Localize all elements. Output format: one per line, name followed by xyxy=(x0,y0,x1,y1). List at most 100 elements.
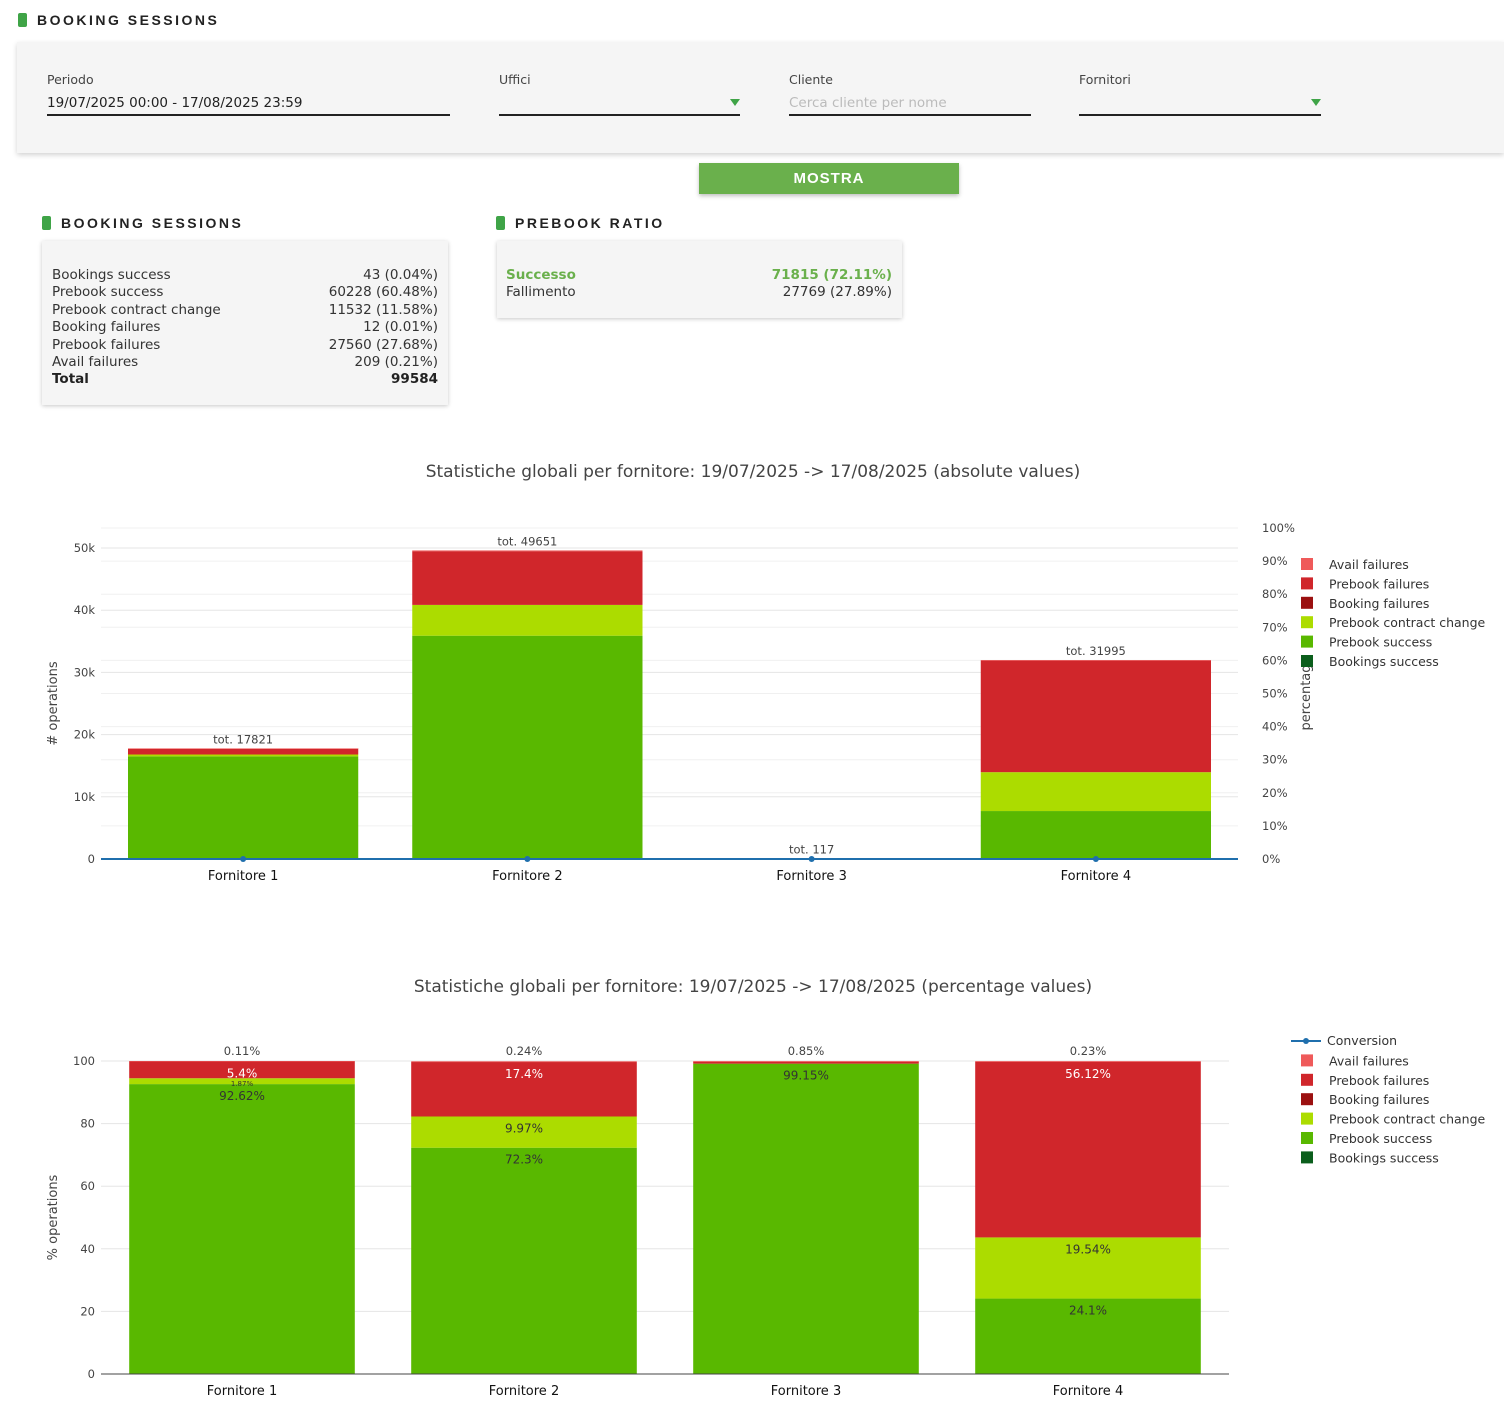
stat-row: Prebook failures 27560 (27.68%) xyxy=(52,336,438,353)
y-tick-label: 60 xyxy=(80,1179,95,1193)
bar-segment xyxy=(980,660,1211,773)
absolute-values-chart: Statistiche globali per fornitore: 19/07… xyxy=(46,462,1486,884)
legend-label: Prebook success xyxy=(1329,1131,1432,1146)
bar-segment xyxy=(129,1084,355,1374)
top-label: 0.23% xyxy=(1070,1044,1107,1058)
bar-segment xyxy=(412,551,643,605)
legend-swatch xyxy=(1301,635,1313,648)
top-label: 0.24% xyxy=(506,1044,543,1058)
data-label: 92.62% xyxy=(219,1089,265,1103)
bar-segment xyxy=(129,1061,355,1062)
legend-label: Booking failures xyxy=(1329,596,1429,611)
total-label: tot. 31995 xyxy=(1066,644,1126,658)
y2-tick-label: 70% xyxy=(1262,620,1288,634)
chevron-down-icon[interactable] xyxy=(1311,99,1321,106)
periodo-label: Periodo xyxy=(47,72,94,87)
y2-tick-label: 100% xyxy=(1262,521,1295,535)
data-label: 72.3% xyxy=(505,1153,543,1167)
uffici-value[interactable] xyxy=(499,92,740,116)
legend-swatch xyxy=(1301,1132,1313,1144)
cliente-search-input[interactable] xyxy=(789,95,1031,111)
bar-segment xyxy=(411,1147,637,1374)
legend-label: Prebook contract change xyxy=(1329,615,1486,630)
bar-segment xyxy=(128,748,359,755)
y-tick-label: 20k xyxy=(74,728,96,742)
bar-segment xyxy=(412,635,643,859)
fornitori-value[interactable] xyxy=(1079,92,1321,116)
stat-row: Prebook success 60228 (60.48%) xyxy=(52,284,438,301)
legend-swatch xyxy=(1301,558,1313,570)
y-tick-label: 20 xyxy=(80,1304,95,1318)
bar-segment xyxy=(128,754,359,757)
bar-segment xyxy=(411,1062,637,1117)
prebook-ratio-title: PREBOOK RATIO xyxy=(496,215,665,231)
periodo-input[interactable]: 19/07/2025 00:00 - 17/08/2025 23:59 xyxy=(47,92,450,116)
mostra-button[interactable]: MOSTRA xyxy=(699,163,959,194)
y2-tick-label: 30% xyxy=(1262,753,1288,767)
booking-sessions-card: Bookings success 43 (0.04%) Prebook succe… xyxy=(42,241,448,405)
bar-segment xyxy=(128,748,359,750)
uffici-label: Uffici xyxy=(499,72,531,87)
bar-segment xyxy=(693,1063,919,1374)
stat-row: Avail failures 209 (0.21%) xyxy=(52,353,438,370)
legend-swatch xyxy=(1301,1054,1313,1067)
legend-label: Conversion xyxy=(1327,1033,1397,1048)
top-label: 0.85% xyxy=(788,1044,825,1058)
bar-segment xyxy=(980,660,1211,661)
y-tick-label: 0 xyxy=(88,852,95,866)
x-tick-label: Fornitore 4 xyxy=(1053,1384,1123,1399)
chevron-down-icon[interactable] xyxy=(730,99,740,106)
bar-segment xyxy=(128,756,359,859)
page-title: BOOKING SESSIONS xyxy=(18,12,219,28)
bar-segment xyxy=(693,1061,919,1064)
x-tick-label: Fornitore 1 xyxy=(207,1384,277,1399)
section-marker xyxy=(496,216,505,230)
bar-segment xyxy=(975,1237,1201,1299)
bar-segment xyxy=(980,772,1211,812)
y-tick-label: 30k xyxy=(74,665,96,679)
x-tick-label: Fornitore 3 xyxy=(776,869,846,884)
bar-segment xyxy=(129,1078,355,1085)
bar-segment xyxy=(975,1061,1201,1238)
legend-swatch xyxy=(1301,616,1313,629)
legend-swatch xyxy=(1301,596,1313,609)
legend-label: Prebook contract change xyxy=(1329,1112,1486,1127)
success-row: Successo 71815 (72.11%) xyxy=(506,267,892,283)
bar-segment xyxy=(411,1116,637,1148)
failure-row: Fallimento 27769 (27.89%) xyxy=(506,284,892,301)
y2-tick-label: 90% xyxy=(1262,554,1288,568)
x-tick-label: Fornitore 2 xyxy=(489,1384,559,1399)
legend-label: Booking failures xyxy=(1329,1092,1429,1107)
bar-segment xyxy=(693,1061,919,1062)
data-label: 1.87% xyxy=(231,1080,254,1088)
legend-label: Prebook failures xyxy=(1329,1073,1429,1088)
section-marker xyxy=(42,216,51,230)
legend-swatch xyxy=(1301,1151,1313,1164)
y-tick-label: 100 xyxy=(73,1054,95,1068)
y-tick-label: 40k xyxy=(74,603,96,617)
total-label: tot. 117 xyxy=(789,842,834,856)
total-label: tot. 17821 xyxy=(213,732,273,746)
y-axis-label: # operations xyxy=(46,661,61,745)
x-tick-label: Fornitore 1 xyxy=(208,869,278,884)
legend-swatch xyxy=(1301,1073,1313,1086)
y2-tick-label: 20% xyxy=(1262,786,1288,800)
chart-title: Statistiche globali per fornitore: 19/07… xyxy=(414,977,1092,997)
y2-tick-label: 60% xyxy=(1262,653,1288,667)
y-axis-label: % operations xyxy=(46,1174,61,1260)
legend-label: Avail failures xyxy=(1329,557,1409,572)
stat-row: Booking failures 12 (0.01%) xyxy=(52,319,438,336)
chart-title: Statistiche globali per fornitore: 19/07… xyxy=(426,462,1081,482)
section-marker xyxy=(18,13,27,27)
data-label: 99.15% xyxy=(783,1069,829,1083)
y2-tick-label: 10% xyxy=(1262,819,1288,833)
y2-tick-label: 40% xyxy=(1262,720,1288,734)
y2-tick-label: 80% xyxy=(1262,587,1288,601)
cliente-label: Cliente xyxy=(789,72,833,87)
data-label: 9.97% xyxy=(505,1121,543,1135)
bar-segment xyxy=(412,604,643,636)
stat-row: Bookings success 43 (0.04%) xyxy=(52,267,438,283)
legend-swatch xyxy=(1301,1112,1313,1125)
fornitori-label: Fornitori xyxy=(1079,72,1131,87)
bar-segment xyxy=(975,1298,1201,1374)
